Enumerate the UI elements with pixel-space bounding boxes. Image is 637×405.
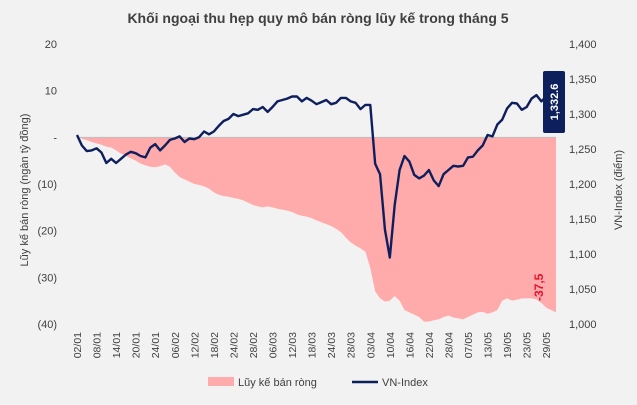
left-tick-label: - <box>53 132 57 144</box>
legend-swatch-area <box>208 377 234 386</box>
right-axis-label: VN-Index (điểm) <box>613 150 625 230</box>
left-tick-label: 20 <box>45 39 57 51</box>
x-tick-label: 29/05 <box>541 332 553 358</box>
right-tick-label: 1,300 <box>569 109 597 121</box>
x-tick-label: 24/03 <box>326 332 338 358</box>
legend: Lũy kế bán ròng VN-Index <box>208 377 428 389</box>
x-tick-label: 24/02 <box>228 332 240 358</box>
left-axis-ticks: 20 10 - (10) (20) (30) (40) <box>37 39 57 331</box>
x-tick-label: 18/03 <box>307 332 319 358</box>
left-tick-label: (40) <box>37 319 57 331</box>
x-tick-label: 16/04 <box>404 332 416 358</box>
right-tick-label: 1,250 <box>569 144 597 156</box>
x-tick-label: 19/05 <box>502 332 514 358</box>
left-tick-label: 10 <box>45 86 57 98</box>
legend-label-area: Lũy kế bán ròng <box>238 377 317 389</box>
end-label-area: -37,5 <box>532 273 546 301</box>
x-tick-label: 24/01 <box>150 332 162 358</box>
x-tick-label: 23/05 <box>522 332 534 358</box>
x-tick-label: 06/03 <box>268 332 280 358</box>
line-series-vn-index <box>75 84 562 259</box>
x-tick-label: 22/04 <box>424 332 436 358</box>
chart-title: Khối ngoại thu hẹp quy mô bán ròng lũy k… <box>127 10 508 26</box>
right-tick-label: 1,000 <box>569 319 597 331</box>
left-tick-label: (10) <box>37 179 57 191</box>
x-tick-label: 08/01 <box>92 332 104 358</box>
plot-area <box>75 84 562 322</box>
x-tick-label: 28/03 <box>346 332 358 358</box>
x-tick-label: 18/02 <box>209 332 221 358</box>
right-tick-label: 1,150 <box>569 214 597 226</box>
x-tick-label: 10/04 <box>385 332 397 358</box>
x-tick-label: 13/05 <box>483 332 495 358</box>
x-tick-label: 06/02 <box>170 332 182 358</box>
left-tick-label: (20) <box>37 226 57 238</box>
right-tick-label: 1,100 <box>569 249 597 261</box>
right-tick-label: 1,050 <box>569 284 597 296</box>
right-tick-label: 1,350 <box>569 74 597 86</box>
x-tick-label: 02/01 <box>72 332 84 358</box>
legend-label-line: VN-Index <box>382 377 428 389</box>
right-tick-label: 1,200 <box>569 179 597 191</box>
x-tick-label: 28/02 <box>248 332 260 358</box>
end-label-vn-index-badge <box>543 71 565 133</box>
x-tick-label: 12/03 <box>287 332 299 358</box>
x-tick-label: 14/01 <box>111 332 123 358</box>
x-tick-label: 20/01 <box>131 332 143 358</box>
right-axis-ticks: 1,400 1,350 1,300 1,250 1,200 1,150 1,100 1,050… <box>569 39 597 331</box>
end-label-vn-index: 1,332.6 <box>543 71 565 133</box>
x-tick-label: 12/02 <box>189 332 201 358</box>
x-tick-label: 03/04 <box>365 332 377 358</box>
right-tick-label: 1,400 <box>569 39 597 51</box>
x-axis-ticks: 02/01 08/01 14/01 20/01 24/01 06/02 12/02 18/02… <box>72 332 553 358</box>
end-label-vn-index-text: 1,332.6 <box>549 84 561 121</box>
left-tick-label: (30) <box>37 272 57 284</box>
x-tick-label: 28/04 <box>443 332 455 358</box>
left-axis-label: Lũy kế bán ròng (ngàn tỷ đồng) <box>19 114 31 267</box>
x-tick-label: 07/05 <box>463 332 475 358</box>
